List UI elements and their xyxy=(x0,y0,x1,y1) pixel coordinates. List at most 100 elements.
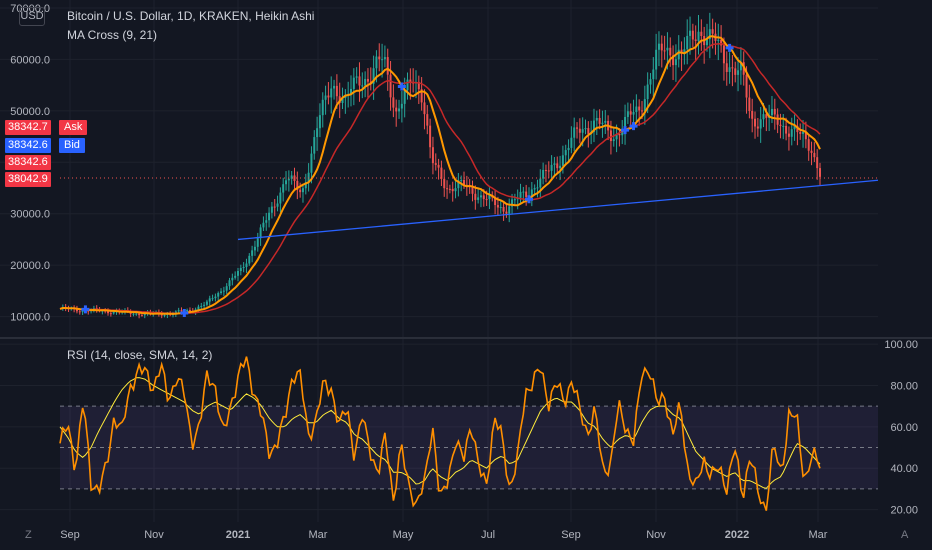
candle-body xyxy=(318,115,321,129)
rsi-band xyxy=(60,405,878,490)
candle-body xyxy=(683,49,686,53)
candle-body xyxy=(519,191,522,198)
candle-body xyxy=(352,77,355,89)
candle-body xyxy=(550,164,553,171)
time-tick-label: 2021 xyxy=(226,529,250,541)
rsi-tick-label: 20.00 xyxy=(890,505,918,517)
price-tick-label: 30000.0 xyxy=(10,209,50,221)
candle-body xyxy=(793,125,796,130)
candle-body xyxy=(621,130,624,136)
candle-body xyxy=(327,95,330,98)
candle-body xyxy=(304,182,307,189)
candle-body xyxy=(722,45,725,64)
candle-body xyxy=(505,211,508,214)
candle-body xyxy=(756,126,759,129)
candle-body xyxy=(259,227,262,239)
candle-body xyxy=(409,79,412,83)
candle-body xyxy=(666,47,669,51)
candle-body xyxy=(341,98,344,104)
time-tick-label: Sep xyxy=(561,529,581,541)
candle-body xyxy=(739,62,742,71)
candle-body xyxy=(754,118,757,127)
chart-title[interactable]: Bitcoin / U.S. Dollar, 1D, KRAKEN, Heiki… xyxy=(67,9,315,23)
price-tag: 38042.9 xyxy=(5,172,51,187)
candle-body xyxy=(626,111,629,117)
candle-body xyxy=(770,108,773,116)
candle-body xyxy=(496,205,499,208)
candle-body xyxy=(132,313,135,315)
candle-body xyxy=(584,128,587,130)
auto-scale-button[interactable]: A xyxy=(901,529,909,541)
candle-body xyxy=(205,301,208,305)
candle-body xyxy=(437,164,440,168)
candle-body xyxy=(748,97,751,112)
candle-body xyxy=(587,128,590,134)
rsi-legend[interactable]: RSI (14, close, SMA, 14, 2) xyxy=(67,348,213,362)
candle-body xyxy=(592,120,595,132)
ma-cross-lines xyxy=(59,35,821,315)
rsi-lines xyxy=(59,356,821,511)
candle-body xyxy=(231,277,234,281)
candle-body xyxy=(293,175,296,181)
candle-body xyxy=(686,35,689,50)
ma-cross-legend[interactable]: MA Cross (9, 21) xyxy=(67,28,158,42)
candle-body xyxy=(542,169,545,179)
candle-body xyxy=(253,246,256,251)
candle-body xyxy=(819,168,821,177)
candle-body xyxy=(109,313,112,315)
time-axis[interactable]: Sep Nov 2021 Mar May Jul Sep Nov 2022 Mar xyxy=(60,529,828,541)
candle-body xyxy=(358,76,361,86)
price-tag: 38342.7 xyxy=(5,120,51,135)
candle-body xyxy=(381,59,384,61)
candle-body xyxy=(539,178,542,188)
candle-body xyxy=(197,306,200,310)
candle-body xyxy=(310,153,313,173)
candle-body xyxy=(78,311,81,313)
candle-body xyxy=(417,81,420,90)
candle-body xyxy=(669,47,672,56)
cross-marker xyxy=(725,43,734,52)
candle-body xyxy=(220,291,223,293)
candle-body xyxy=(705,39,708,46)
candle-body xyxy=(731,67,734,69)
candle-body xyxy=(663,50,666,52)
candle-body xyxy=(513,199,516,201)
candle-body xyxy=(107,311,110,314)
trendline[interactable] xyxy=(237,179,879,241)
candle-body xyxy=(463,180,466,185)
candle-body xyxy=(443,178,446,189)
candle-body xyxy=(270,206,273,213)
candle-body xyxy=(276,203,279,207)
candle-body xyxy=(717,39,720,41)
candle-body xyxy=(576,127,579,129)
candle-body xyxy=(615,133,618,140)
candle-body xyxy=(471,186,474,194)
candle-body xyxy=(782,125,785,127)
candle-body xyxy=(728,67,731,72)
candle-body xyxy=(268,212,271,221)
candle-body xyxy=(451,188,454,192)
candle-body xyxy=(203,304,206,306)
price-tag: 38342.6 xyxy=(5,138,51,153)
candle-body xyxy=(773,108,776,115)
currency-button[interactable]: USD xyxy=(19,7,45,26)
candle-body xyxy=(457,180,460,189)
candle-body xyxy=(454,188,457,192)
zoom-button[interactable]: Z xyxy=(25,529,32,541)
candle-body xyxy=(598,117,601,124)
candle-body xyxy=(641,110,644,112)
price-tick-label: 70000.0 xyxy=(10,3,50,15)
candle-body xyxy=(745,74,748,98)
candle-body xyxy=(674,59,677,66)
candle-body xyxy=(372,68,375,84)
candle-body xyxy=(816,157,819,169)
candle-body xyxy=(335,85,338,97)
candle-body xyxy=(573,127,576,138)
candle-body xyxy=(448,188,451,190)
price-tag-label: Ask xyxy=(59,120,88,135)
candle-body xyxy=(553,163,556,165)
candle-body xyxy=(578,128,581,133)
rsi-axis[interactable]: 20.00 40.00 60.00 80.00 100.00 xyxy=(884,339,918,517)
candle-body xyxy=(228,280,231,287)
